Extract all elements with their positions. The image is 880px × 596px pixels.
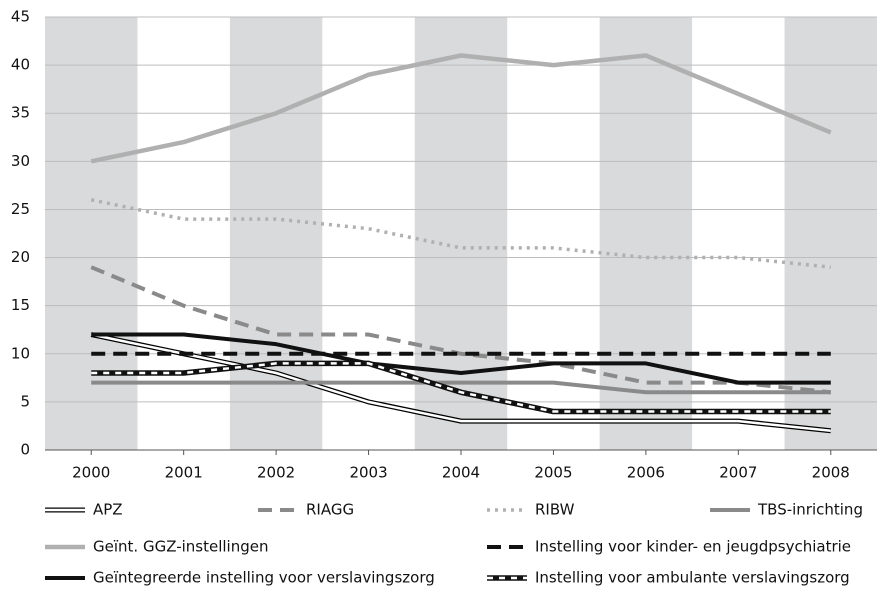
- band: [414, 17, 508, 450]
- x-tick-label: 2001: [165, 464, 203, 482]
- x-tick-label: 2007: [719, 464, 757, 482]
- series-line-inner: [91, 362, 831, 413]
- x-tick-label: 2000: [72, 464, 110, 482]
- y-tick-label: 5: [20, 392, 30, 410]
- series-line-inner: [90, 333, 831, 432]
- y-tick-label: 10: [11, 344, 30, 362]
- x-tick-label: 2004: [442, 464, 480, 482]
- y-tick-label: 45: [11, 8, 30, 26]
- legend-label: Instelling voor kinder- en jeugdpsychiat…: [535, 538, 851, 556]
- series-line: [90, 265, 831, 395]
- series-line: [91, 332, 831, 385]
- x-tick-label: 2005: [534, 464, 572, 482]
- y-tick-label: 20: [11, 248, 30, 266]
- x-tick-label: 2008: [812, 464, 850, 482]
- band: [599, 17, 693, 450]
- legend-label: TBS-inrichting: [757, 501, 863, 519]
- series-line: [90, 53, 832, 164]
- legend-label: APZ: [93, 501, 123, 519]
- x-tick-label: 2006: [627, 464, 665, 482]
- band: [784, 17, 877, 450]
- series-line: [91, 380, 831, 395]
- y-tick-label: 25: [11, 200, 30, 218]
- legend-label: Instelling voor ambulante verslavingszor…: [535, 569, 850, 587]
- y-tick-label: 30: [11, 152, 30, 170]
- band: [229, 17, 323, 450]
- y-tick-label: 35: [11, 104, 30, 122]
- legend-label: Geïnt. GGZ-instellingen: [93, 538, 268, 556]
- band: [45, 17, 138, 450]
- legend-label: RIBW: [535, 501, 575, 519]
- x-tick-label: 2003: [349, 464, 387, 482]
- y-tick-label: 15: [11, 296, 30, 314]
- legend-label: RIAGG: [306, 501, 354, 519]
- x-tick-label: 2002: [257, 464, 295, 482]
- y-tick-label: 0: [20, 441, 30, 459]
- y-tick-label: 40: [11, 56, 30, 74]
- legend-label: Geïntegreerde instelling voor verslaving…: [93, 569, 435, 587]
